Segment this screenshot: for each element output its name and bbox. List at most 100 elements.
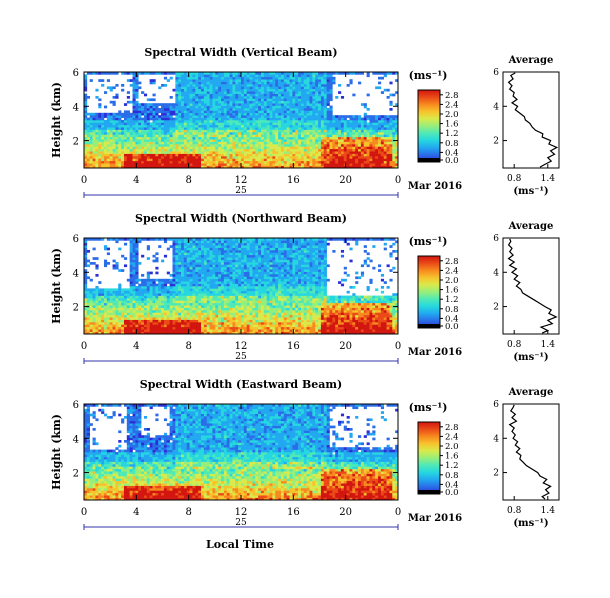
heatmap-cell [98,112,102,116]
heatmap-cell [132,72,136,75]
heatmap-cell [178,158,182,162]
heatmap-cell [92,129,96,133]
heatmap-cell [135,132,139,135]
heatmap-cell [152,81,156,85]
heatmap-cell [178,163,182,166]
heatmap-cell [189,302,193,306]
heatmap-cell [286,105,290,109]
heatmap-cell [252,98,256,102]
heatmap-cell [132,132,136,135]
heatmap-cell [363,160,367,164]
heatmap-cell [303,156,307,159]
heatmap-cell [266,112,270,116]
heatmap-cell [138,312,142,316]
heatmap-cell [169,103,173,106]
heatmap-cell [329,108,333,111]
heatmap-cell [201,134,205,138]
heatmap-cell [215,115,219,118]
heatmap-cell [246,139,250,142]
heatmap-cell [232,132,236,135]
heatmap-cell [186,160,190,164]
heatmap-cell [232,163,236,166]
heatmap-cell [252,124,256,128]
heatmap-cell [241,148,245,152]
heatmap-cell [181,127,185,130]
heatmap-cell [326,100,330,104]
heatmap-cell [275,74,279,78]
heatmap-cell [158,108,162,111]
heatmap-cell [92,319,96,323]
heatmap-cell [129,264,133,268]
heatmap-cell [258,144,262,147]
heatmap-cell [138,151,142,154]
heatmap-cell [132,163,136,166]
heatmap-cell [118,302,122,306]
heatmap-cell [395,129,399,133]
heatmap-cell [121,269,125,272]
heatmap-cell [229,112,233,116]
heatmap-cell [161,139,165,142]
heatmap-cell [189,242,193,246]
heatmap-cell [132,252,136,256]
heatmap-cell [326,122,330,126]
heatmap-cell [149,271,153,275]
heatmap-cell [309,163,313,166]
heatmap-cell [178,144,182,147]
heatmap-cell [98,322,102,325]
heatmap-cell [300,74,305,78]
heatmap-cell [181,302,185,306]
heatmap-cell [143,293,148,296]
heatmap-cell [183,141,188,145]
heatmap-cell [149,112,153,116]
heatmap-cell [143,283,148,287]
heatmap-cell [123,329,128,332]
heatmap-cell [221,79,225,82]
heatmap-cell [186,108,190,111]
heatmap-cell [84,108,88,111]
heatmap-cell [138,132,142,135]
heatmap-cell [312,108,316,111]
heatmap-cell [86,134,90,138]
heatmap-cell [235,108,239,111]
heatmap-cell [126,91,130,94]
heatmap-cell [143,156,148,159]
heatmap-cell [155,146,159,150]
heatmap-cell [249,100,253,104]
heatmap-cell [101,312,105,316]
heatmap-cell [123,165,128,169]
heatmap-cell [209,151,213,154]
heatmap-cell [89,120,93,123]
heatmap-cell [303,98,307,102]
heatmap-cell [375,151,379,154]
heatmap-cell [195,115,199,118]
heatmap-cell [289,91,293,94]
heatmap-cell [280,153,285,157]
heatmap-cell [326,136,330,140]
heatmap-cell [252,129,256,133]
heatmap-cell [298,72,302,75]
heatmap-cell [152,129,156,133]
heatmap-cell [84,278,88,282]
heatmap-cell [383,148,387,152]
heatmap-cell [201,331,205,335]
heatmap-cell [226,146,230,150]
heatmap-cell [306,84,310,87]
heatmap-cell [215,132,219,135]
heatmap-cell [286,124,290,128]
heatmap-cell [84,96,88,99]
heatmap-cell [143,93,148,97]
heatmap-cell [280,146,285,150]
heatmap-cell [203,151,208,154]
heatmap-cell [192,326,196,330]
heatmap-cell [215,79,219,82]
heatmap-cell [386,124,390,128]
heatmap-cell [212,74,216,78]
average-x-tick-label: 1.4 [541,174,556,184]
heatmap-cell [252,127,256,130]
heatmap-cell [386,153,390,157]
heatmap-cell [306,81,310,85]
heatmap-cell [203,98,208,102]
heatmap-cell [269,81,273,85]
heatmap-cell [115,148,119,152]
heatmap-cell [98,314,102,318]
